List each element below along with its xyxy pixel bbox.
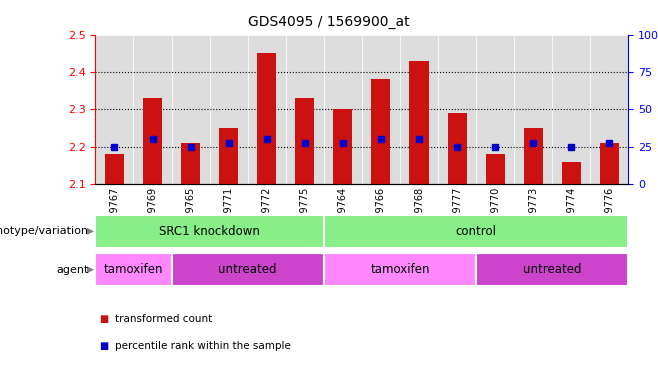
- Text: control: control: [455, 225, 497, 238]
- Bar: [219, 128, 238, 184]
- FancyBboxPatch shape: [438, 35, 476, 184]
- Text: GDS4095 / 1569900_at: GDS4095 / 1569900_at: [248, 15, 410, 29]
- FancyBboxPatch shape: [590, 35, 628, 184]
- FancyBboxPatch shape: [552, 35, 590, 184]
- FancyBboxPatch shape: [134, 35, 172, 184]
- Text: agent: agent: [57, 265, 89, 275]
- FancyBboxPatch shape: [210, 35, 247, 184]
- Bar: [562, 162, 581, 184]
- Bar: [524, 128, 543, 184]
- Text: tamoxifen: tamoxifen: [104, 263, 163, 276]
- FancyBboxPatch shape: [514, 35, 552, 184]
- Bar: [143, 98, 162, 184]
- Text: untreated: untreated: [523, 263, 582, 276]
- FancyBboxPatch shape: [476, 35, 514, 184]
- Text: genotype/variation: genotype/variation: [0, 226, 89, 237]
- Bar: [600, 143, 619, 184]
- Text: tamoxifen: tamoxifen: [370, 263, 430, 276]
- Text: ■: ■: [99, 314, 108, 324]
- Bar: [409, 61, 428, 184]
- FancyBboxPatch shape: [247, 35, 286, 184]
- Bar: [371, 79, 390, 184]
- FancyBboxPatch shape: [286, 35, 324, 184]
- FancyBboxPatch shape: [324, 35, 362, 184]
- Bar: [105, 154, 124, 184]
- Bar: [295, 98, 315, 184]
- Text: untreated: untreated: [218, 263, 277, 276]
- Bar: [334, 109, 353, 184]
- FancyBboxPatch shape: [172, 35, 210, 184]
- Text: percentile rank within the sample: percentile rank within the sample: [115, 341, 291, 351]
- FancyBboxPatch shape: [400, 35, 438, 184]
- Bar: [181, 143, 200, 184]
- Bar: [486, 154, 505, 184]
- FancyBboxPatch shape: [362, 35, 400, 184]
- Text: transformed count: transformed count: [115, 314, 213, 324]
- Bar: [257, 53, 276, 184]
- FancyBboxPatch shape: [95, 35, 134, 184]
- Text: ■: ■: [99, 341, 108, 351]
- Bar: [447, 113, 467, 184]
- Text: SRC1 knockdown: SRC1 knockdown: [159, 225, 260, 238]
